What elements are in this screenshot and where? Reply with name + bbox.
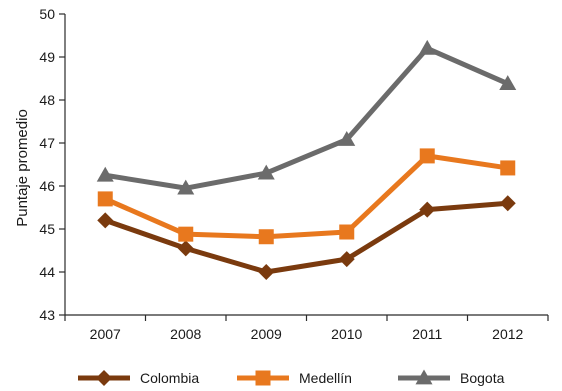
y-axis-title-group: Puntaje promedio [14, 109, 31, 227]
data-point-diamond [419, 201, 436, 218]
y-axis-title: Puntaje promedio [14, 109, 31, 227]
legend: Colombia Medellín Bogota [78, 369, 505, 386]
legend-label: Colombia [140, 370, 199, 386]
data-point-triangle [499, 75, 517, 91]
axes-layer: 43 44 45 46 47 48 49 50 2007 2008 2009 2010 2011 2012 [39, 6, 549, 342]
y-tick-label: 46 [39, 178, 55, 194]
series-line [102, 153, 511, 240]
data-point-square [258, 229, 274, 245]
data-point-square [339, 224, 355, 240]
y-tick-label: 44 [39, 264, 55, 280]
data-point-triangle [257, 164, 275, 180]
x-tick-label: 2011 [412, 326, 442, 342]
y-tick-label: 50 [39, 6, 55, 22]
legend-item: Colombia [78, 370, 199, 386]
series-colombia [97, 195, 516, 280]
data-point-triangle [177, 179, 195, 195]
y-tick-label: 48 [39, 92, 55, 108]
data-point-diamond [177, 240, 194, 257]
series-line [102, 45, 511, 191]
data-point-triangle [96, 166, 114, 182]
series-bogota [96, 39, 517, 195]
legend-item: Bogota [398, 369, 505, 386]
data-point-triangle [418, 39, 436, 55]
data-point-square [500, 160, 516, 176]
legend-label: Medellín [299, 370, 352, 386]
x-tick-label: 2008 [170, 326, 201, 342]
data-point-square [97, 191, 113, 207]
series-medell-n [97, 148, 516, 245]
data-point-triangle [338, 131, 356, 146]
legend-item: Medellín [237, 370, 352, 386]
y-tick-label: 43 [39, 307, 55, 323]
x-tick-label: 2007 [90, 326, 121, 342]
data-point-diamond [499, 195, 516, 212]
y-tick-label: 45 [39, 221, 55, 237]
data-point-square [178, 226, 194, 242]
data-point-diamond [97, 212, 114, 229]
legend-marker-diamond [96, 370, 112, 386]
legend-label: Bogota [460, 370, 505, 386]
data-point-diamond [258, 264, 275, 280]
x-tick-label: 2010 [331, 326, 362, 342]
series-line [102, 200, 511, 275]
y-tick-label: 47 [39, 135, 55, 151]
x-tick-label: 2012 [492, 326, 523, 342]
y-tick-label: 49 [39, 49, 55, 65]
data-point-diamond [338, 251, 355, 268]
legend-marker-square [255, 370, 271, 386]
series-layer [96, 39, 517, 280]
legend-marker-triangle [415, 369, 433, 385]
data-point-square [419, 148, 435, 164]
x-tick-label: 2009 [251, 326, 282, 342]
